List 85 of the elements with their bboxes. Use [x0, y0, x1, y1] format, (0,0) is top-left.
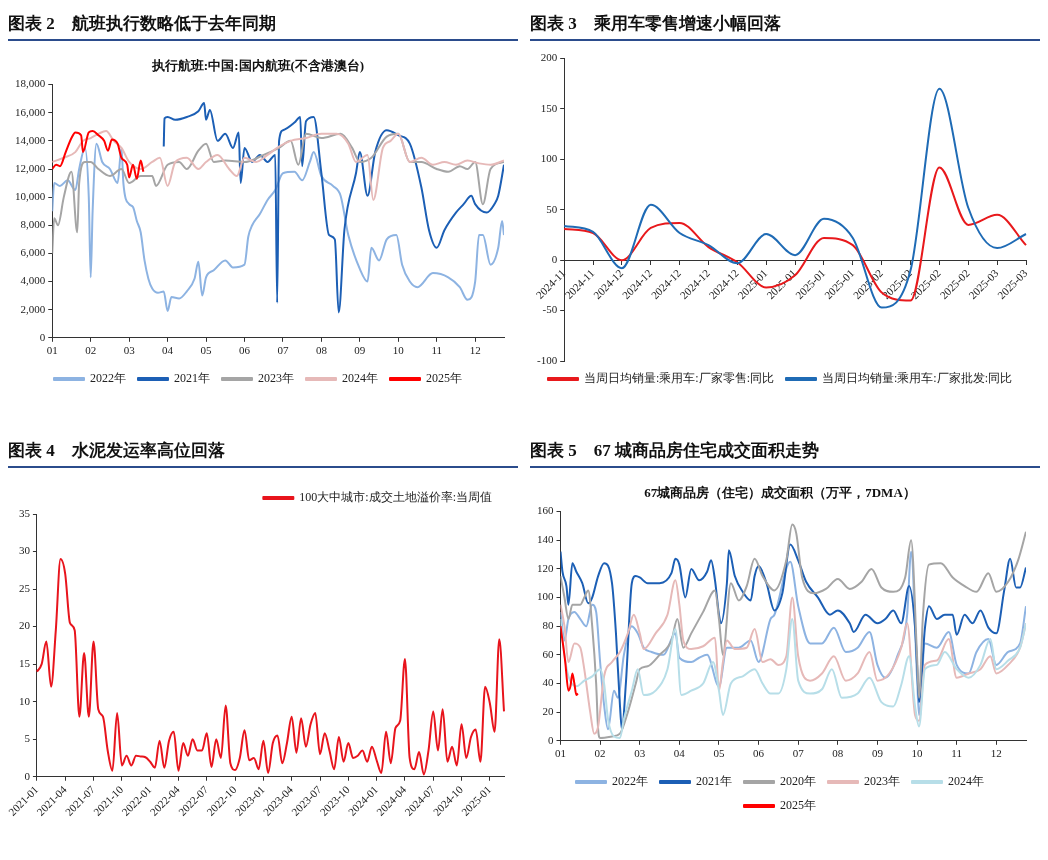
y-tick-label: 10,000: [15, 190, 46, 203]
x-tick-label: 06: [238, 344, 251, 357]
legend-label: 2022年: [612, 774, 648, 789]
x-tick-label: 10: [911, 747, 924, 760]
legend-label: 2021年: [174, 371, 210, 386]
chart-title: 图表 5 67 城商品房住宅成交面积走势: [530, 435, 1040, 468]
legend-label: 当周日均销量:乘用车:厂家批发:同比: [822, 371, 1013, 386]
x-tick-label: 11: [431, 344, 443, 357]
y-tick-label: 0: [551, 253, 558, 266]
chart-title: 图表 4 水泥发运率高位回落: [8, 435, 518, 468]
y-tick-label: 200: [540, 51, 558, 64]
line-series: [162, 101, 504, 314]
y-tick-label: -50: [542, 303, 558, 316]
chart-title: 图表 2 航班执行数略低于去年同期: [8, 8, 518, 41]
legend-label: 2024年: [948, 774, 984, 789]
x-tick-label: 09: [354, 344, 366, 357]
y-tick-label: -100: [536, 353, 558, 366]
y-tick-label: 0: [24, 769, 31, 782]
legend-label: 2024年: [342, 371, 378, 386]
legend-label: 2023年: [864, 774, 900, 789]
x-tick-label: 02: [594, 747, 606, 760]
y-tick-label: 16,000: [15, 105, 46, 118]
y-tick-label: 20: [18, 619, 31, 632]
y-tick-label: 40: [542, 676, 554, 689]
x-tick-label: 10: [392, 344, 405, 357]
y-tick-label: 12,000: [15, 161, 46, 174]
y-tick-label: 4,000: [20, 274, 46, 287]
line-series: [52, 130, 145, 180]
y-tick-label: 15: [18, 657, 31, 670]
legend-label: 100大中城市:成交土地溢价率:当周值: [299, 490, 492, 505]
x-tick-label: 03: [123, 344, 136, 357]
x-tick-label: 11: [951, 747, 962, 760]
legend-label: 当周日均销量:乘用车:厂家零售:同比: [584, 371, 775, 386]
x-tick-label: 07: [792, 747, 805, 760]
x-tick-label: 12: [990, 747, 1002, 760]
x-tick-label: 08: [832, 747, 844, 760]
y-tick-label: 10: [18, 694, 31, 707]
legend-label: 2022年: [90, 371, 126, 386]
x-tick-label: 05: [200, 344, 213, 357]
x-tick-label: 02: [85, 344, 97, 357]
y-tick-label: 140: [537, 533, 554, 546]
line-series: [563, 166, 1027, 302]
y-tick-label: 50: [546, 202, 558, 215]
chart-subtitle: 67城商品房（住宅）成交面积（万平，7DMA）: [644, 485, 916, 501]
y-tick-label: 0: [39, 330, 46, 343]
y-tick-label: 18,000: [15, 77, 46, 90]
legend-label: 2025年: [426, 371, 462, 386]
line-series: [52, 130, 504, 201]
y-tick-label: 150: [540, 101, 558, 114]
x-tick-label: 12: [469, 344, 481, 357]
y-tick-label: 2,000: [20, 302, 46, 315]
x-tick-label: 03: [634, 747, 646, 760]
y-tick-label: 60: [542, 647, 554, 660]
x-tick-label: 07: [277, 344, 289, 357]
line-series: [563, 87, 1027, 309]
y-tick-label: 120: [537, 561, 554, 574]
x-tick-label: 04: [162, 344, 174, 357]
y-tick-label: 80: [542, 619, 554, 632]
x-tick-label: 09: [871, 747, 884, 760]
x-tick-label: 01: [46, 344, 58, 357]
legend-label: 2020年: [780, 774, 816, 789]
y-tick-label: 25: [18, 581, 31, 594]
y-tick-label: 14,000: [15, 133, 46, 146]
y-tick-label: 0: [548, 733, 554, 746]
y-tick-label: 20: [542, 705, 554, 718]
x-tick-label: 05: [713, 747, 725, 760]
y-tick-label: 30: [18, 544, 31, 557]
y-tick-label: 35: [18, 506, 31, 519]
y-tick-label: 100: [537, 590, 554, 603]
legend-label: 2021年: [696, 774, 732, 789]
y-tick-label: 8,000: [20, 218, 46, 231]
y-tick-label: 5: [24, 732, 31, 745]
x-tick-label: 06: [753, 747, 765, 760]
y-tick-label: 160: [537, 504, 554, 517]
x-tick-label: 04: [673, 747, 686, 760]
x-tick-label: 01: [555, 747, 566, 760]
legend-label: 2025年: [780, 798, 816, 813]
chart-subtitle: 执行航班:中国:国内航班(不含港澳台): [150, 58, 365, 74]
x-tick-label: 08: [315, 344, 328, 357]
line-series: [560, 625, 579, 696]
y-tick-label: 100: [540, 152, 558, 165]
y-tick-label: 6,000: [20, 246, 46, 259]
legend-label: 2023年: [258, 371, 294, 386]
chart-title: 图表 3 乘用车零售增速小幅回落: [530, 8, 1040, 41]
line-series: [52, 142, 504, 313]
